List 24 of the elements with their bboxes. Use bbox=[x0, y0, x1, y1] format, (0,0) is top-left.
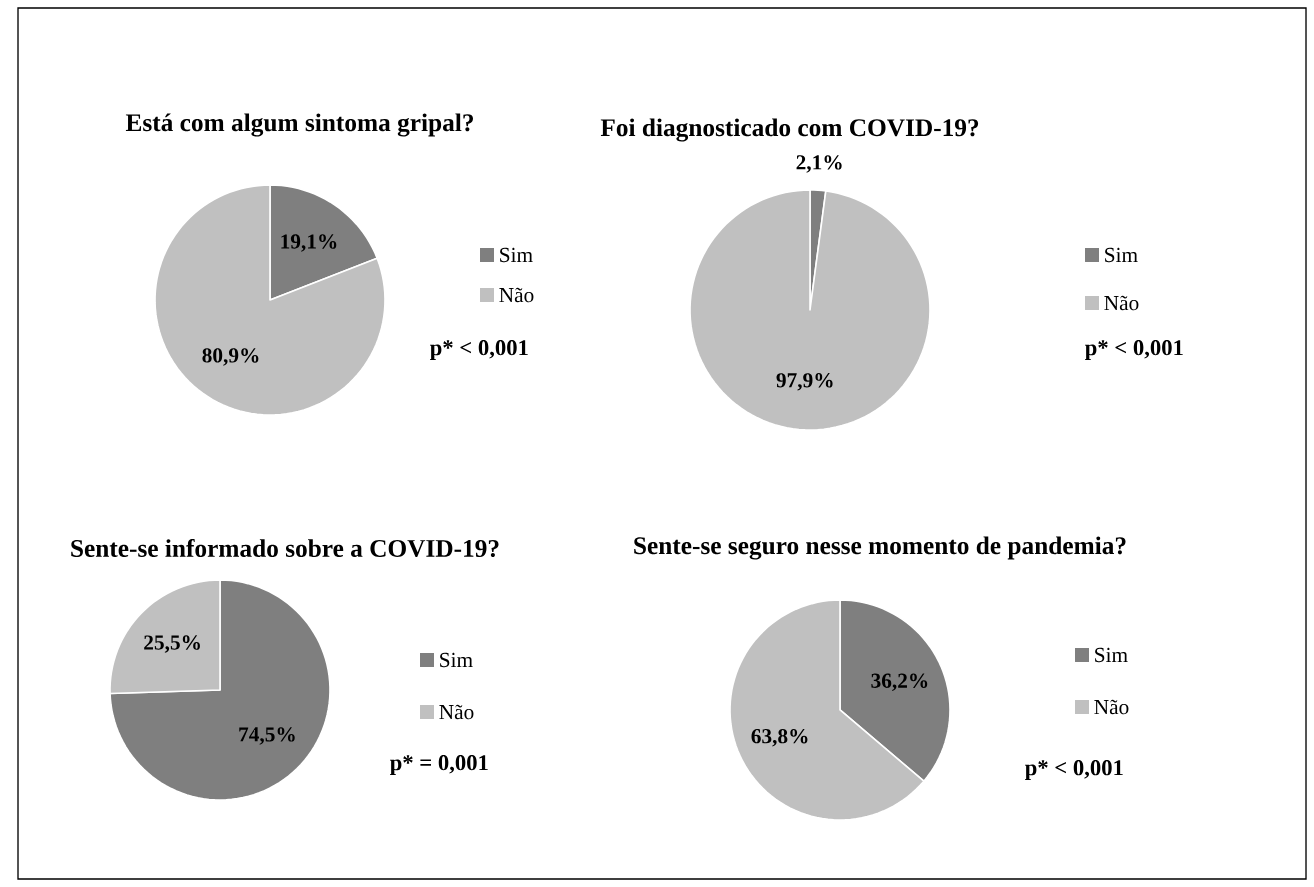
legend-label: Não bbox=[499, 287, 534, 303]
data-label: 19,1% bbox=[281, 234, 337, 252]
data-label: 2,1% bbox=[796, 155, 842, 173]
text: p* < 0,001 bbox=[1025, 760, 1123, 780]
legend-label: Sim bbox=[500, 247, 533, 263]
text: p* < 0,001 bbox=[430, 340, 528, 360]
text: p* < 0,001 bbox=[1085, 340, 1183, 360]
legend-label: Sim bbox=[440, 652, 473, 668]
text: p* = 0,001 bbox=[390, 755, 488, 775]
legend-label: Não bbox=[439, 704, 474, 720]
chart-title: Está com algum sintoma gripal? bbox=[125, 113, 474, 137]
data-label: 63,8% bbox=[751, 728, 808, 747]
chart-title: Foi diagnosticado com COVID-19? bbox=[600, 118, 979, 142]
chart-title: Sente-se informado sobre a COVID-19? bbox=[71, 538, 499, 558]
data-label: 25,5% bbox=[144, 635, 200, 653]
legend-label: Sim bbox=[1095, 647, 1128, 663]
chart-title: Sente-se seguro nesse momento de pandemia? bbox=[634, 536, 1126, 560]
data-label: 36,2% bbox=[871, 673, 928, 691]
legend-label: Não bbox=[1094, 699, 1129, 715]
data-label: 97,9% bbox=[776, 373, 833, 391]
legend-label: Sim bbox=[1105, 247, 1138, 263]
data-label: 80,9% bbox=[202, 348, 259, 366]
legend-label: Não bbox=[1104, 295, 1139, 311]
data-label: 74,5% bbox=[239, 727, 295, 745]
